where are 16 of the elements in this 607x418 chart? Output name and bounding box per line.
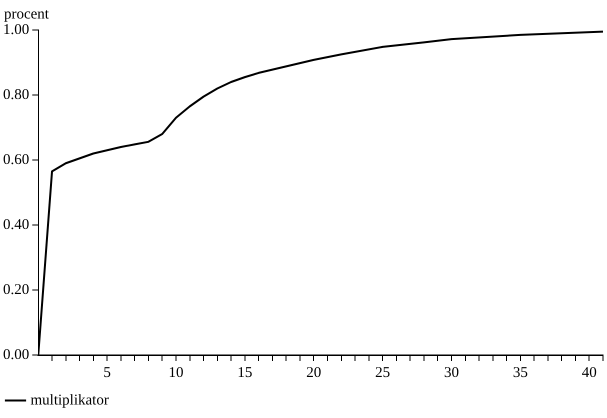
x-tick-label: 30: [444, 364, 459, 381]
y-tick-label: 0.40: [3, 216, 30, 233]
x-tick-label: 25: [375, 364, 390, 381]
x-tick-label: 40: [582, 364, 597, 381]
x-tick-label: 20: [306, 364, 322, 381]
y-tick-label: 1.00: [3, 22, 30, 38]
x-tick-label: 35: [512, 364, 528, 381]
y-axis-title: procent: [4, 6, 50, 22]
x-tick-label: 5: [103, 364, 111, 381]
y-tick-label: 0.60: [3, 152, 30, 168]
y-tick-label: 0.20: [3, 282, 30, 298]
x-tick-label: 15: [237, 364, 252, 381]
y-tick-label: 0.80: [3, 86, 30, 103]
x-tick-label: 10: [168, 364, 184, 381]
legend-label: multiplikator: [30, 392, 109, 408]
y-tick-label: 0.00: [3, 346, 30, 363]
